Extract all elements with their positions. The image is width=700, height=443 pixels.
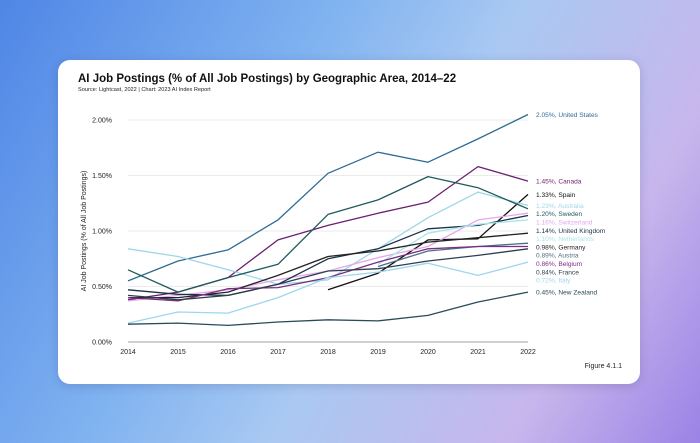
series-end-label: 1.45%, Canada [536, 178, 582, 185]
x-tick-label: 2015 [170, 349, 186, 356]
y-tick-label: 0.50% [92, 284, 112, 291]
series-end-label: 1.33%, Spain [536, 192, 576, 199]
series-end-label: 0.45%, New Zealand [536, 289, 598, 296]
series-end-label: 0.89%, Austria [536, 253, 579, 260]
series-line-netherlands [377, 219, 529, 265]
x-tick-label: 2018 [320, 349, 336, 356]
x-tick-label: 2014 [120, 349, 136, 356]
series-end-label: 1.20%, Sweden [536, 211, 583, 218]
series-end-label: 1.14%, United Kingdom [536, 228, 606, 235]
chart-source: Source: Lightcast, 2022 | Chart: 2023 AI… [78, 87, 211, 93]
series-line-germany [128, 232, 529, 299]
series-line-united-kingdom [127, 214, 529, 297]
series-line-italy [127, 261, 529, 324]
x-tick-label: 2019 [370, 349, 386, 356]
series-line-belgium [127, 245, 528, 302]
series-line-france [127, 248, 529, 301]
x-tick-label: 2021 [470, 349, 486, 356]
series-line-sweden [127, 175, 529, 293]
series-line-united-states [127, 113, 529, 282]
chart-title: AI Job Postings (% of All Job Postings) … [78, 73, 457, 85]
series-line-new-zealand [127, 291, 529, 327]
series-end-label: 1.10%, Netherlands [536, 236, 595, 243]
y-tick-label: 1.00% [92, 229, 112, 236]
series-end-label: 0.86%, Belgium [536, 261, 583, 268]
y-tick-label: 0.00% [92, 340, 112, 347]
series-end-label: 1.23%, Australia [536, 203, 584, 210]
y-tick-label: 1.50% [92, 173, 112, 180]
series-end-label: 1.16%, Switzerland [536, 219, 593, 226]
x-tick-label: 2020 [420, 349, 436, 356]
series-end-label: 0.72%, Italy [536, 278, 571, 285]
chart-card: AI Job Postings (% of All Job Postings) … [58, 60, 640, 384]
x-tick-label: 2022 [520, 349, 536, 356]
y-tick-label: 2.00% [92, 118, 112, 125]
x-tick-label: 2017 [270, 349, 286, 356]
series-line-australia [127, 191, 529, 285]
series-end-label: 2.05%, United States [536, 112, 599, 119]
x-tick-label: 2016 [220, 349, 236, 356]
series-end-label: 0.98%, Germany [536, 244, 586, 251]
figure-number: Figure 4.1.1 [584, 363, 622, 370]
y-axis-title: AI Job Postings (% of All Job Postings) [81, 171, 88, 292]
series-line-austria [377, 242, 529, 268]
line-chart: 0.00% 0.50% 1.00% 1.50% 2.00% 2014 2015 2016 201… [81, 112, 606, 356]
series-end-label: 0.84%, France [536, 269, 579, 276]
series-line-spain [327, 193, 529, 291]
